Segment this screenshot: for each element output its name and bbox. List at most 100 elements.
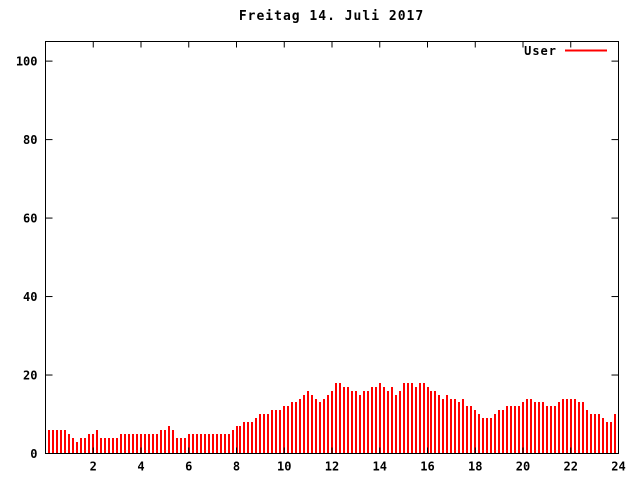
- data-bar: [614, 414, 616, 454]
- data-bar: [259, 414, 261, 454]
- data-bar: [446, 395, 448, 454]
- legend-label-user: User: [524, 44, 557, 58]
- x-tick-label: 22: [564, 460, 578, 474]
- data-bar: [510, 406, 512, 454]
- data-bar: [442, 399, 444, 454]
- data-bar: [247, 422, 249, 454]
- data-bar: [486, 418, 488, 454]
- data-bar: [283, 406, 285, 454]
- data-bar: [554, 406, 556, 454]
- data-bar: [156, 434, 158, 454]
- data-bar: [48, 430, 50, 454]
- data-bar: [594, 414, 596, 454]
- data-bar: [427, 387, 429, 454]
- data-bar: [351, 391, 353, 454]
- y-tick-label: 40: [23, 290, 37, 304]
- y-tick-label: 60: [23, 212, 37, 226]
- chart-title: Freitag 14. Juli 2017: [238, 9, 425, 24]
- data-bar: [490, 418, 492, 454]
- x-tick-label: 12: [325, 460, 339, 474]
- data-bar: [578, 402, 580, 454]
- data-bar: [112, 438, 114, 454]
- data-bar: [570, 399, 572, 454]
- data-bar: [291, 402, 293, 454]
- x-tick-label: 4: [137, 460, 144, 474]
- x-tick-label: 24: [611, 460, 625, 474]
- data-bar: [610, 422, 612, 454]
- data-bar: [144, 434, 146, 454]
- data-bar: [263, 414, 265, 454]
- data-bar: [255, 418, 257, 454]
- data-bar: [494, 414, 496, 454]
- data-bar: [355, 391, 357, 454]
- data-bar: [132, 434, 134, 454]
- data-bar: [323, 399, 325, 454]
- data-bar: [192, 434, 194, 454]
- data-bar: [196, 434, 198, 454]
- data-bar: [450, 399, 452, 454]
- data-bar: [462, 399, 464, 454]
- data-bar: [383, 387, 385, 454]
- data-bar: [140, 434, 142, 454]
- data-bar: [367, 391, 369, 454]
- data-bar: [319, 402, 321, 454]
- data-bar: [184, 438, 186, 454]
- data-bar: [124, 434, 126, 454]
- data-bar: [80, 438, 82, 454]
- y-tick-label: 20: [23, 369, 37, 383]
- data-bar: [391, 387, 393, 454]
- bars-layer: [48, 383, 619, 454]
- data-bar: [72, 438, 74, 454]
- data-bar: [574, 399, 576, 454]
- data-bar: [586, 410, 588, 454]
- data-bar: [331, 391, 333, 454]
- data-bar: [228, 434, 230, 454]
- data-bar: [590, 414, 592, 454]
- data-bar: [172, 430, 174, 454]
- x-tick-label: 20: [516, 460, 530, 474]
- data-bar: [152, 434, 154, 454]
- x-tick-label: 6: [185, 460, 192, 474]
- data-bar: [438, 395, 440, 454]
- data-bar: [403, 383, 405, 454]
- data-bar: [136, 434, 138, 454]
- data-bar: [160, 430, 162, 454]
- data-bar: [379, 383, 381, 454]
- data-bar: [88, 434, 90, 454]
- data-bar: [56, 430, 58, 454]
- data-bar: [359, 395, 361, 454]
- data-bar: [582, 402, 584, 454]
- x-tick-label: 18: [468, 460, 482, 474]
- data-bar: [148, 434, 150, 454]
- data-bar: [550, 406, 552, 454]
- data-bar: [275, 410, 277, 454]
- data-bar: [68, 434, 70, 454]
- data-bar: [558, 402, 560, 454]
- data-bar: [232, 430, 234, 454]
- data-bar: [411, 383, 413, 454]
- data-bar: [96, 430, 98, 454]
- y-tick-label: 80: [23, 133, 37, 147]
- data-bar: [299, 399, 301, 454]
- x-tick-label: 14: [373, 460, 387, 474]
- data-bar: [482, 418, 484, 454]
- data-bar: [92, 434, 94, 454]
- y-tick-label: 100: [16, 55, 38, 69]
- data-bar: [387, 391, 389, 454]
- data-bar: [236, 426, 238, 454]
- data-bar: [375, 387, 377, 454]
- data-bar: [363, 391, 365, 454]
- data-bar: [212, 434, 214, 454]
- x-tick-label: 10: [277, 460, 291, 474]
- data-bar: [188, 434, 190, 454]
- data-bar: [458, 402, 460, 454]
- data-bar: [327, 395, 329, 454]
- data-bar: [423, 383, 425, 454]
- data-bar: [100, 438, 102, 454]
- data-bar: [474, 410, 476, 454]
- data-bar: [502, 410, 504, 454]
- data-bar: [176, 438, 178, 454]
- data-bar: [542, 402, 544, 454]
- data-bar: [371, 387, 373, 454]
